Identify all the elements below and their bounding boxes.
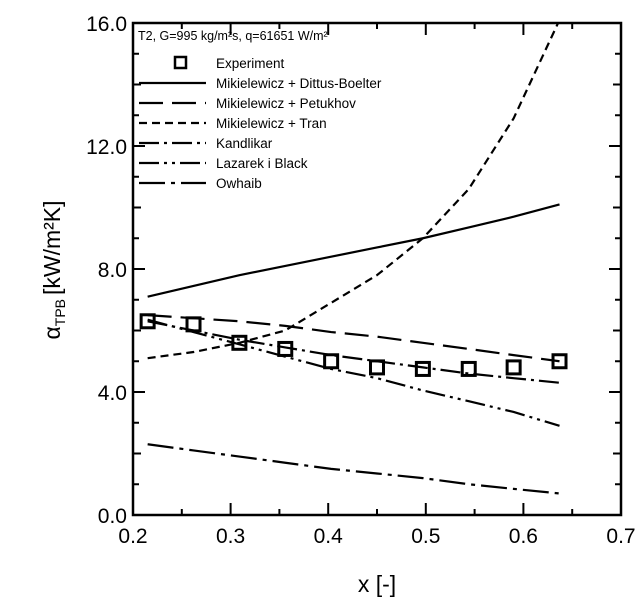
legend-label-kandlikar: Kandlikar: [216, 136, 273, 151]
legend-title: T2, G=995 kg/m²s, q=61651 W/m²: [138, 29, 328, 43]
experiment-point: [414, 360, 431, 377]
x-tick-label: 0.7: [606, 525, 635, 548]
y-axis-symbol: α: [39, 326, 65, 339]
legend-label-experiment: Experiment: [216, 56, 285, 71]
series-line-owhaib: [147, 443, 560, 495]
axis-ticks: 0.2 0.3 0.4 0.5 0.6 0.7 0.0 4.0 8.0 12.0 16.0: [86, 13, 635, 548]
x-axis-title: x [-]: [358, 571, 396, 597]
x-tick-label: 0.5: [411, 525, 440, 548]
y-axis-subscript: TPB: [52, 299, 68, 326]
series-line-mikielewicz-petukhov: [147, 314, 560, 363]
experiment-point: [505, 359, 522, 376]
series-line-mikielewicz-tran: [147, 23, 560, 360]
plot-frame: [131, 21, 623, 517]
legend-label-lazarek-i-black: Lazarek i Black: [216, 156, 308, 171]
series-line-lazarek-i-black: [147, 318, 560, 427]
y-tick-label: 4.0: [98, 382, 127, 405]
experiment-point: [323, 353, 340, 370]
y-axis-units: [kW/m²K]: [39, 200, 65, 295]
x-tick-label: 0.4: [314, 525, 344, 548]
series-line-kandlikar: [147, 320, 560, 384]
legend-label-mikielewicz-tran: Mikielewicz + Tran: [216, 116, 327, 131]
y-tick-label: 8.0: [98, 259, 127, 282]
legend-swatch-experiment: [173, 55, 188, 70]
legend-label-mikielewicz-dittus-boelter: Mikielewicz + Dittus-Boelter: [216, 76, 382, 91]
legend-label-mikielewicz-petukhov: Mikielewicz + Petukhov: [216, 96, 356, 111]
y-tick-label: 12.0: [86, 136, 127, 159]
y-axis-title: αTPB [kW/m²K]: [39, 200, 68, 339]
y-tick-label: 0.0: [98, 505, 127, 528]
legend: T2, G=995 kg/m²s, q=61651 W/m² Experimen…: [138, 29, 382, 191]
x-tick-label: 0.6: [509, 525, 538, 548]
x-tick-label: 0.2: [118, 525, 147, 548]
x-tick-label: 0.3: [216, 525, 245, 548]
plot-marks: [139, 23, 568, 495]
experiment-point: [460, 360, 477, 377]
y-tick-label: 16.0: [86, 13, 127, 36]
series-line-mikielewicz-dittus-boelter: [147, 203, 560, 298]
legend-label-owhaib: Owhaib: [216, 176, 262, 191]
